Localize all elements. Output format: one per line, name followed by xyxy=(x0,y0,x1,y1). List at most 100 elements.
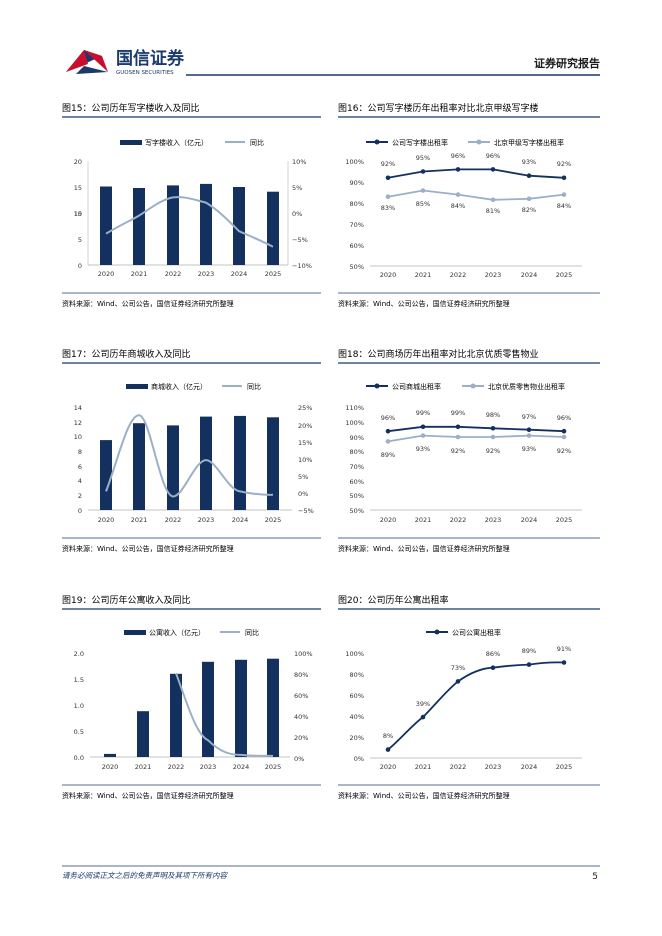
svg-text:15: 15 xyxy=(74,210,82,218)
svg-text:92%: 92% xyxy=(557,447,571,455)
point xyxy=(455,424,461,430)
svg-text:0%: 0% xyxy=(354,755,364,763)
point xyxy=(455,192,461,197)
bars xyxy=(104,658,279,757)
point xyxy=(561,428,567,434)
chart-19-source: 资料来源：Wind、公司公告，国信证券经济研究所整理 xyxy=(62,791,234,800)
svg-text:91%: 91% xyxy=(557,645,571,653)
svg-text:2023: 2023 xyxy=(485,763,502,771)
chart-17-title: 图17：公司历年商城收入及同比 xyxy=(62,348,190,360)
point xyxy=(561,660,567,665)
series-beijing xyxy=(387,189,565,201)
svg-text:70%: 70% xyxy=(350,221,364,229)
series-company xyxy=(387,425,565,433)
header: 国信证券 GUOSEN SECURITIES 证券研究报告 xyxy=(66,48,600,76)
svg-text:2020: 2020 xyxy=(98,270,115,278)
svg-text:−5%: −5% xyxy=(292,236,308,244)
legend-label: 同比 xyxy=(247,382,261,391)
points xyxy=(385,660,567,752)
svg-text:0%: 0% xyxy=(298,490,308,498)
svg-text:93%: 93% xyxy=(522,445,536,453)
x-axis: 2020 2021 2022 2023 2024 2025 xyxy=(380,516,573,524)
svg-text:81%: 81% xyxy=(486,207,500,215)
point xyxy=(490,434,496,440)
svg-text:96%: 96% xyxy=(486,152,500,160)
bar xyxy=(200,183,212,265)
svg-text:80%: 80% xyxy=(350,448,364,456)
point xyxy=(561,434,567,440)
bar xyxy=(167,185,179,265)
svg-text:2020: 2020 xyxy=(380,271,397,279)
svg-text:70%: 70% xyxy=(350,463,364,471)
chart-20-title: 图20：公司历年公寓出租率 xyxy=(338,594,448,606)
svg-text:15: 15 xyxy=(74,184,82,192)
svg-text:90%: 90% xyxy=(350,179,364,187)
svg-text:83%: 83% xyxy=(381,204,395,212)
bar xyxy=(133,188,145,265)
svg-text:92%: 92% xyxy=(486,447,500,455)
svg-text:40%: 40% xyxy=(294,713,308,721)
svg-text:50%: 50% xyxy=(350,507,364,515)
svg-text:2024: 2024 xyxy=(233,763,250,771)
point xyxy=(490,426,496,431)
svg-text:84%: 84% xyxy=(557,202,571,210)
point xyxy=(490,167,496,172)
series-beijing xyxy=(387,434,565,443)
chart-16-source: 资料来源：Wind、公司公告，国信证券经济研究所整理 xyxy=(338,299,510,308)
legend-label: 北京优质零售物业出租率 xyxy=(488,382,565,391)
svg-text:2024: 2024 xyxy=(521,763,538,771)
svg-text:2024: 2024 xyxy=(521,271,538,279)
brand-cn: 国信证券 xyxy=(116,48,185,69)
point xyxy=(420,714,426,720)
data-labels: 96% 99% 99% 98% 97% 96% 89% 93% 92% 92% 93% 92% xyxy=(381,409,571,459)
svg-text:2021: 2021 xyxy=(415,763,432,771)
x-axis: 2020 2021 2022 2023 2024 2025 xyxy=(102,763,282,771)
svg-text:2022: 2022 xyxy=(450,763,467,771)
svg-text:12: 12 xyxy=(74,419,82,427)
svg-text:40%: 40% xyxy=(350,713,364,721)
svg-text:89%: 89% xyxy=(381,451,395,459)
chart-18-title: 图18：公司商场历年出租率对比北京优质零售物业 xyxy=(338,348,538,360)
svg-text:2021: 2021 xyxy=(131,270,148,278)
footer: 请务必阅读正文之后的免责声明及其项下所有内容 5 xyxy=(62,865,600,882)
svg-text:2020: 2020 xyxy=(102,763,119,771)
y-axis: 100% 90% 80% 70% 60% 50% xyxy=(345,158,364,271)
x-axis: 2020 2021 2022 2023 2024 2025 xyxy=(380,271,573,279)
svg-text:100%: 100% xyxy=(345,158,364,166)
y-axis: 110% 100% 90% 80% 70% 60% 50% 50% xyxy=(345,404,364,515)
svg-text:98%: 98% xyxy=(486,411,500,419)
svg-text:100%: 100% xyxy=(294,650,313,658)
svg-text:2024: 2024 xyxy=(231,270,248,278)
svg-text:92%: 92% xyxy=(557,160,571,168)
point xyxy=(526,433,532,438)
svg-text:8%: 8% xyxy=(383,732,393,740)
yoy-line xyxy=(105,414,274,498)
point xyxy=(455,167,461,172)
bars xyxy=(100,415,279,510)
svg-text:0%: 0% xyxy=(294,755,304,763)
point xyxy=(526,196,532,202)
svg-text:93%: 93% xyxy=(416,445,430,453)
svg-text:50%: 50% xyxy=(350,492,364,500)
svg-text:73%: 73% xyxy=(451,664,465,672)
svg-text:20%: 20% xyxy=(294,734,308,742)
svg-text:14: 14 xyxy=(74,404,82,412)
bar xyxy=(167,425,179,510)
point xyxy=(420,169,426,174)
guosen-logo-icon xyxy=(66,50,108,74)
svg-text:2020: 2020 xyxy=(98,516,115,524)
y-axis-right: 25% 20% 15% 10% 5% 0% −5% xyxy=(298,404,314,515)
point xyxy=(561,175,567,181)
data-labels: 92% 95% 96% 96% 93% 92% 83% 85% 84% 81% 82% 84% xyxy=(381,152,571,215)
svg-text:2021: 2021 xyxy=(131,516,148,524)
svg-text:80%: 80% xyxy=(294,671,308,679)
point xyxy=(385,747,391,752)
svg-text:0.0: 0.0 xyxy=(74,754,84,762)
svg-text:10%: 10% xyxy=(298,456,312,464)
chart-18: 图18：公司商场历年出租率对比北京优质零售物业 公司商城出租率 北京优质零售物业… xyxy=(338,348,600,553)
svg-text:2022: 2022 xyxy=(168,763,185,771)
chart-19-title: 图19：公司历年公寓收入及同比 xyxy=(62,594,190,606)
svg-text:20%: 20% xyxy=(298,422,312,430)
svg-text:2023: 2023 xyxy=(485,516,502,524)
yoy-line xyxy=(175,672,274,757)
